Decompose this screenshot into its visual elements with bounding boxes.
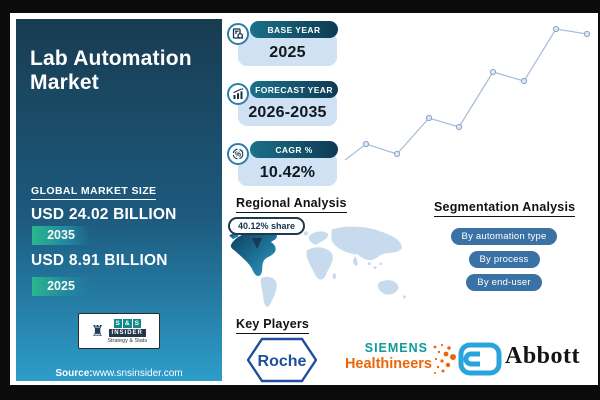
roche-wordmark: Roche: [258, 353, 307, 370]
background-bar: [384, 174, 392, 190]
abbott-symbol-icon: [458, 342, 502, 376]
key-players-heading: Key Players: [236, 317, 310, 334]
sns-insider-logo: ♜ S & S INSIDER Strategy & Stats: [78, 313, 160, 349]
source-label: Source:: [55, 368, 93, 379]
regional-analysis-heading: Regional Analysis: [236, 196, 347, 213]
badge-base-year: 2025 BASE YEAR: [227, 21, 339, 67]
siemens-healthineers-logo: SIEMENS Healthineers: [322, 341, 432, 372]
background-bar: [396, 162, 404, 190]
segment-by-automation-type-button[interactable]: By automation type: [450, 228, 558, 245]
badge-cagr: 10.42% CAGR % %: [227, 141, 339, 187]
svg-text:%: %: [235, 151, 242, 158]
background-bar: [348, 176, 356, 190]
abbott-wordmark: Abbott: [505, 343, 581, 369]
background-bar: [360, 179, 368, 190]
page-title: Lab Automation Market: [30, 47, 192, 95]
segmentation-buttons: By automation type By process By end-use…: [434, 228, 574, 291]
healthineers-dots-icon: [433, 343, 456, 374]
segmentation-analysis-heading: Segmentation Analysis: [434, 200, 576, 217]
sns-logo-mark-icon: ♜: [90, 322, 105, 340]
badge-forecast-year: 2026-2035 FORECAST YEAR: [227, 81, 339, 127]
roche-logo: Roche: [246, 337, 318, 388]
year-badge-2035: 2035: [32, 226, 90, 245]
sns-logo-ss: S & S: [113, 318, 141, 328]
document-search-icon: [227, 23, 249, 45]
sns-logo-tagline: Strategy & Stats: [107, 337, 148, 344]
segment-by-process-button[interactable]: By process: [468, 251, 540, 268]
market-value-2025: USD 8.91 BILLION: [31, 252, 168, 269]
background-bar: [372, 170, 380, 190]
callout-tail: [252, 238, 262, 249]
year-badge-2025: 2025: [32, 277, 90, 296]
background-bar: [408, 168, 416, 190]
healthineers-wordmark: Healthineers: [344, 356, 432, 372]
forecast-year-label: FORECAST YEAR: [250, 81, 338, 98]
map-continents-light: [260, 226, 406, 307]
siemens-wordmark: SIEMENS: [364, 341, 428, 355]
sns-logo-s1: S: [113, 318, 122, 328]
source-line: Source:www.snsinsider.com: [16, 368, 222, 379]
regional-share-callout: 40.12% share: [228, 217, 306, 235]
background-growth-chart: [336, 14, 596, 192]
bar-chart-growth-icon: [227, 83, 249, 105]
cagr-label: CAGR %: [250, 141, 338, 158]
world-map: [226, 224, 418, 314]
sidebar: Lab Automation Market GLOBAL MARKET SIZE…: [16, 19, 222, 381]
base-year-label: BASE YEAR: [250, 21, 338, 38]
sns-logo-s2: S: [132, 318, 141, 328]
percent-cycle-icon: %: [227, 143, 249, 165]
source-url[interactable]: www.snsinsider.com: [92, 368, 183, 379]
global-market-size-label: GLOBAL MARKET SIZE: [31, 185, 157, 200]
sns-logo-amp: &: [122, 318, 132, 328]
background-trend-line: [344, 25, 591, 161]
sns-logo-insider: INSIDER: [108, 328, 146, 337]
market-value-2035: USD 24.02 BILLION: [31, 206, 177, 223]
segment-by-end-user-button[interactable]: By end-user: [466, 274, 542, 291]
